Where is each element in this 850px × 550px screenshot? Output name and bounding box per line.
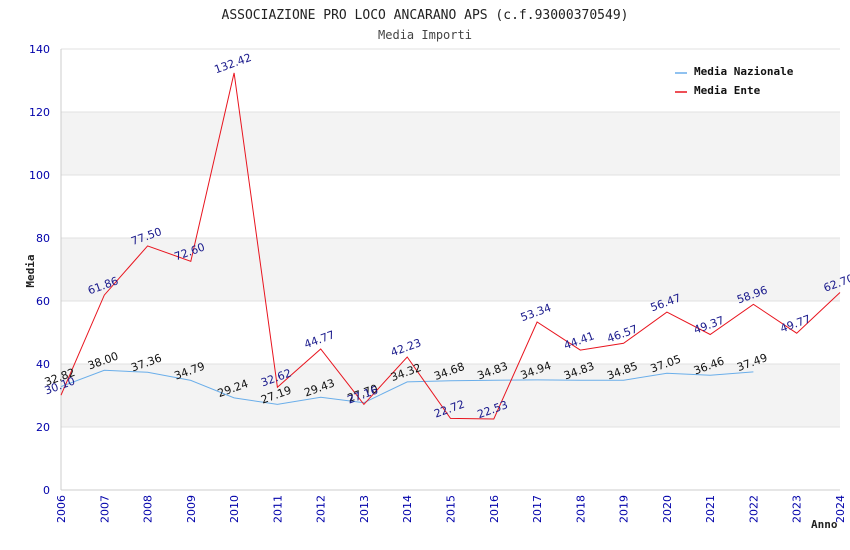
- x-tick-label: 2024: [834, 495, 847, 523]
- series-lines: [60, 72, 841, 420]
- x-tick-label: 2022: [747, 495, 760, 523]
- x-tick-label: 2011: [271, 495, 284, 523]
- chart-title: ASSOCIAZIONE PRO LOCO ANCARANO APS (c.f.…: [222, 8, 629, 23]
- y-tick-label: 120: [29, 106, 50, 119]
- x-tick-label: 2012: [315, 495, 328, 523]
- grid-bands: [61, 112, 840, 427]
- x-tick-label: 2018: [574, 495, 587, 523]
- y-tick-label: 100: [29, 169, 50, 182]
- x-tick-label: 2010: [228, 495, 241, 523]
- data-label-ente: 53.34: [519, 301, 553, 324]
- data-label-ente: 49.37: [692, 314, 726, 337]
- x-tick-label: 2015: [445, 495, 458, 523]
- data-label-ente: 42.23: [389, 336, 423, 359]
- grid-band: [61, 364, 840, 427]
- legend-label-nazionale: Media Nazionale: [694, 65, 794, 78]
- x-tick-label: 2014: [401, 495, 414, 523]
- y-axis-label: Media: [24, 254, 37, 287]
- x-tick-label: 2023: [791, 495, 804, 523]
- x-tick-label: 2019: [618, 495, 631, 523]
- x-tick-label: 2008: [142, 495, 155, 523]
- x-tick-label: 2021: [704, 495, 717, 523]
- data-label-ente: 46.57: [605, 323, 639, 346]
- x-tick-label: 2009: [185, 495, 198, 523]
- x-tick-label: 2007: [98, 495, 111, 523]
- legend: Media Nazionale Media Ente: [675, 65, 794, 97]
- legend-label-ente: Media Ente: [694, 84, 761, 97]
- y-tick-label: 60: [36, 295, 50, 308]
- y-tick-labels: 0 20 40 60 80 100 120 140: [29, 43, 50, 497]
- y-tick-label: 0: [43, 484, 50, 497]
- x-tick-label: 2017: [531, 495, 544, 523]
- y-tick-label: 80: [36, 232, 50, 245]
- data-label-ente: 132.42: [213, 51, 254, 76]
- x-tick-label: 2013: [358, 495, 371, 523]
- y-tick-label: 140: [29, 43, 50, 56]
- grid-band: [61, 238, 840, 301]
- data-label-ente: 44.77: [302, 328, 336, 351]
- x-tick-label: 2020: [661, 495, 674, 523]
- y-tick-label: 40: [36, 358, 50, 371]
- x-axis-label: Anno: [811, 518, 838, 531]
- grid-band: [61, 112, 840, 175]
- series-line-media-ente: [60, 72, 841, 420]
- chart-subtitle: Media Importi: [378, 28, 472, 42]
- x-tick-label: 2006: [55, 495, 68, 523]
- x-tick-labels: 2006 2007 2008 2009 2010 2011 2012 2013 2014 2015…: [55, 495, 847, 523]
- series-line-media-nazionale: [60, 369, 754, 405]
- y-tick-label: 20: [36, 421, 50, 434]
- x-tick-label: 2016: [488, 495, 501, 523]
